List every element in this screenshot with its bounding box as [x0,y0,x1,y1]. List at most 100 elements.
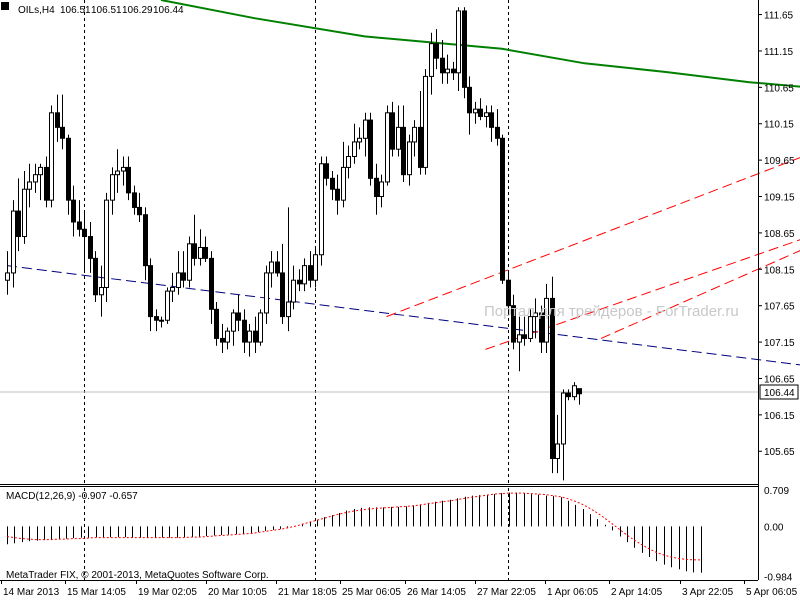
candle [88,221,93,273]
macd-signal-line [6,492,701,561]
candle [368,112,373,186]
candle [176,251,181,295]
candle [297,269,302,292]
candle-body [330,177,335,190]
candle-body [22,188,27,238]
candle-body [99,286,104,296]
candle [412,120,417,157]
candle-body [357,137,362,143]
candle [93,251,98,303]
candle-body [214,308,219,339]
watermark: Портал для трейдеров - ForTrader.ru [484,303,739,320]
candle [220,323,225,353]
candle [500,134,505,284]
macd-histogram [7,492,702,573]
candle-body [165,290,170,321]
candle [71,185,76,237]
candle [159,316,164,328]
macd-tick-label: -0.984 [764,573,793,584]
candle-body [242,319,247,343]
candle-body [533,312,538,318]
candle [225,327,230,350]
candle [423,69,428,175]
macd-pane[interactable]: MACD(12,26,9) -0.907 -0.657 MetaTrader F… [6,488,702,581]
candle [22,171,27,244]
price-tick-label: 111.65 [764,11,794,22]
time-axis[interactable]: 14 Mar 2013 15 Mar 14:05 19 Mar 02:05 20 Ma… [1,580,798,598]
current-price-label: 106.44 [759,384,799,400]
candle [291,265,296,310]
time-tick-label: 26 Mar 14:05 [407,587,466,598]
candle [374,163,379,215]
candle-body [154,316,159,321]
candle [407,134,412,186]
candle-body [280,272,285,318]
candle-body [297,279,302,285]
candle [49,105,54,208]
candle [445,54,450,84]
candle-body [577,388,582,395]
candle [528,309,533,343]
candle-body [528,316,533,339]
candle [489,105,494,142]
candle-body [275,261,280,274]
candle [357,127,362,150]
time-tick-label: 5 Apr 06:05 [746,587,798,598]
candle [137,192,142,222]
candle [55,94,60,142]
candle-body [236,312,241,321]
candle [60,94,65,150]
candle [16,178,21,252]
channel-line[interactable] [386,4,800,318]
candle [379,174,384,208]
candle-body [16,210,21,238]
price-axis[interactable]: 111.65 111.15 110.65 110.15 109.65 109.15 108.… [758,11,795,459]
price-tick-label: 106.15 [764,411,795,422]
channel-line[interactable] [485,0,800,350]
candle [5,251,10,295]
candle [566,389,571,401]
price-pane[interactable]: Портал для трейдеров - ForTrader.ru OILs… [0,0,800,484]
candle [104,192,109,303]
candle-body [396,126,401,150]
candle [352,123,357,164]
candle-body [379,181,384,198]
candle [335,174,340,215]
current-price-box [759,384,799,400]
candle-body [148,265,153,318]
candle-body [407,141,412,176]
candle-body [517,334,522,343]
candle-body [11,210,16,274]
candle [231,309,236,346]
red-channel[interactable] [386,0,800,350]
price-tick-label: 106.65 [764,374,795,385]
candle-body [544,297,549,343]
candle-body [286,301,291,318]
candle [313,247,318,288]
candle [324,156,329,186]
candle [280,243,285,324]
candle [121,156,126,186]
candle [478,98,483,121]
candle [269,251,274,288]
candle-body [412,126,417,143]
candle-body [500,137,505,281]
candle-body [308,265,313,281]
candle-body [198,246,203,259]
candle [544,283,549,353]
candle [467,76,472,135]
candle-body [401,126,406,176]
time-tick-label: 25 Mar 06:05 [342,587,401,598]
candle-body [231,312,236,332]
candle-body [82,228,87,238]
candle-body [467,86,472,114]
candle-body [5,272,10,281]
candle-body [473,108,478,114]
candlesticks [5,7,582,481]
candle-body [451,68,456,74]
candle-body [176,272,181,288]
candle-body [33,174,38,183]
candle-body [291,279,296,303]
candle-body [462,10,467,88]
